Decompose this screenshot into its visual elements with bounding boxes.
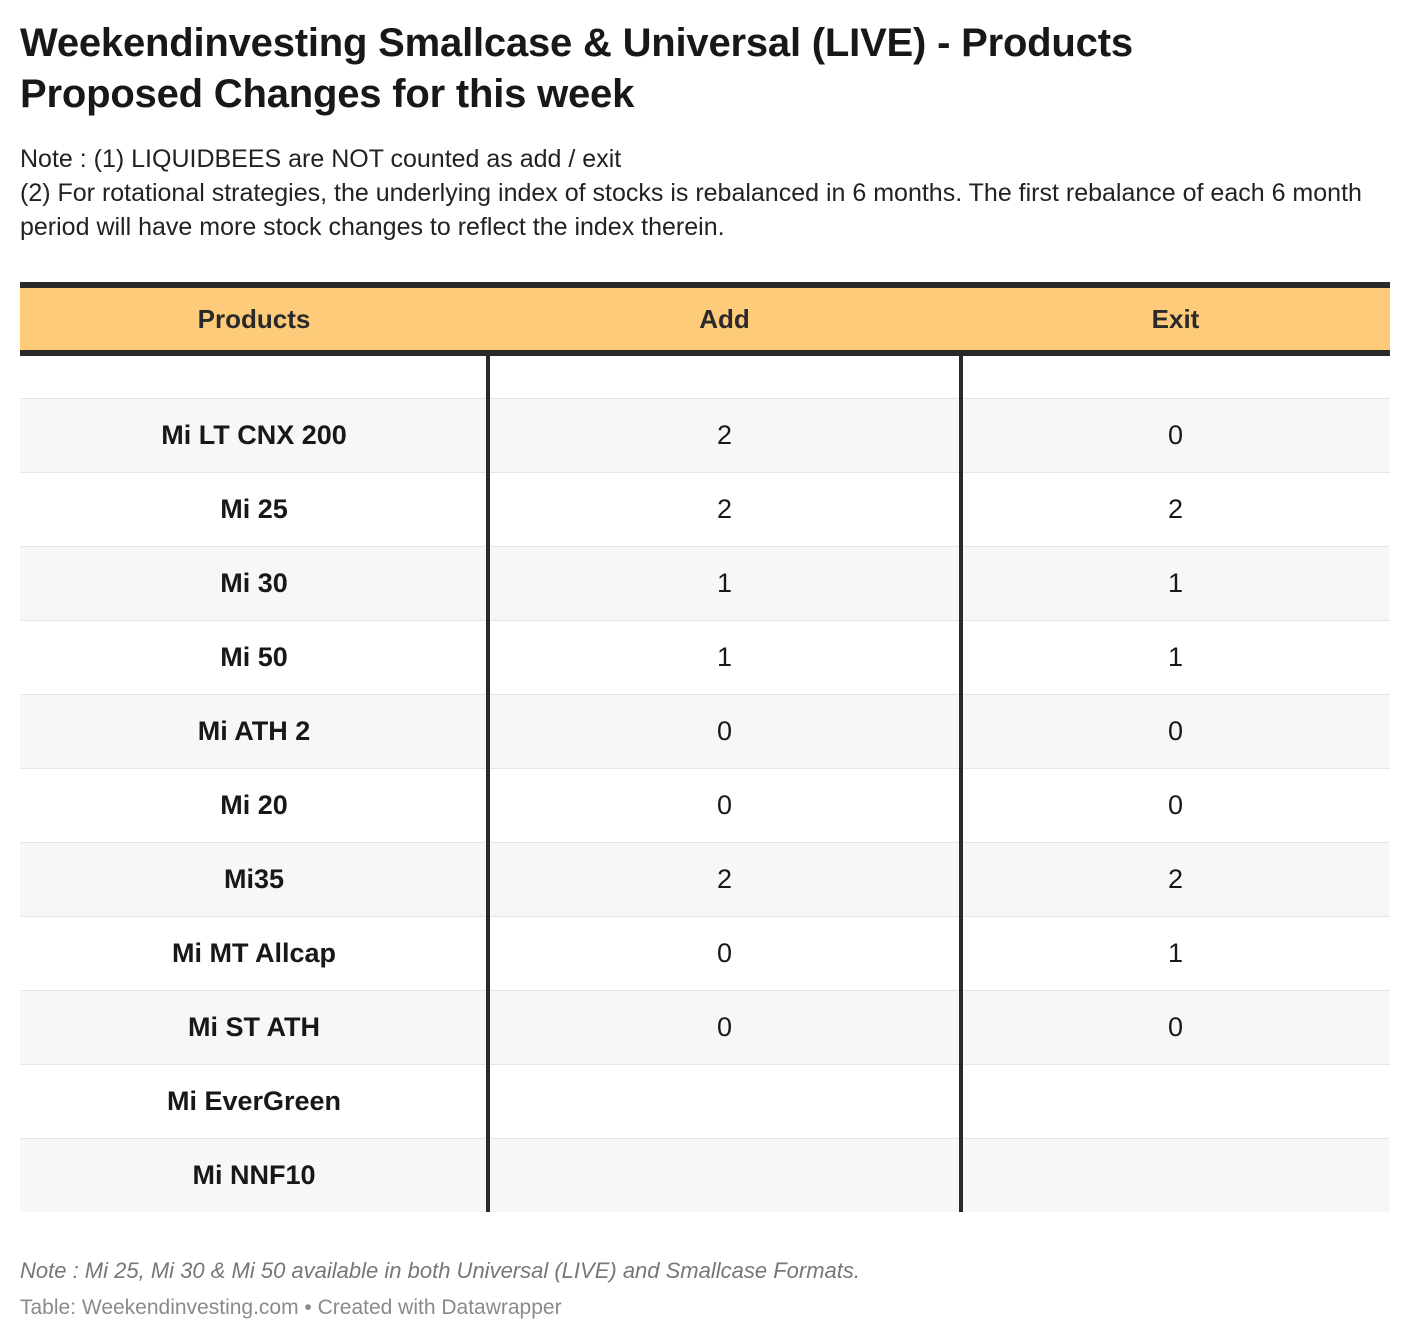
cell-product: Mi MT Allcap — [171, 938, 336, 968]
cell-product: Mi 30 — [220, 568, 288, 598]
cell-product: Mi 50 — [220, 642, 288, 672]
table-spacer-row — [20, 356, 1390, 399]
cell-add: 0 — [716, 1012, 733, 1042]
cell-exit: 0 — [1167, 1012, 1184, 1042]
cell-product: Mi 20 — [220, 790, 288, 820]
cell-product: Mi ST ATH — [188, 1012, 320, 1042]
cell-add: 1 — [716, 568, 733, 598]
cell-product: Mi ATH 2 — [197, 716, 311, 746]
cell-exit: 2 — [1167, 864, 1184, 894]
title-line-2: Proposed Changes for this week — [20, 72, 635, 116]
cell-add: 1 — [716, 642, 733, 672]
table-row: Mi ATH 2 0 0 — [20, 695, 1390, 769]
cell-product: Mi NNF10 — [192, 1160, 316, 1190]
cell-exit: 0 — [1167, 420, 1184, 450]
cell-exit: 1 — [1167, 642, 1184, 672]
products-table: Products Add Exit Mi LT CNX 200 2 0 Mi 25 2 2… — [20, 282, 1390, 1212]
footnote: Note : Mi 25, Mi 30 & Mi 50 available in… — [20, 1258, 861, 1283]
note-2: (2) For rotational strategies, the under… — [20, 179, 1362, 241]
column-divider-2 — [959, 356, 963, 1212]
cell-add: 2 — [716, 420, 733, 450]
table-row: Mi 50 1 1 — [20, 621, 1390, 695]
table-row: Mi ST ATH 0 0 — [20, 991, 1390, 1065]
note-1: Note : (1) LIQUIDBEES are NOT counted as… — [20, 145, 622, 173]
header-block: Weekendinvesting Smallcase & Universal (… — [20, 18, 1390, 244]
cell-exit: 1 — [1167, 938, 1184, 968]
cell-product: Mi EverGreen — [166, 1086, 342, 1116]
table-row: Mi LT CNX 200 2 0 — [20, 399, 1390, 473]
table-row: Mi NNF10 — [20, 1139, 1390, 1212]
cell-exit: 2 — [1167, 494, 1184, 524]
table-row: Mi 30 1 1 — [20, 547, 1390, 621]
cell-exit: 0 — [1167, 790, 1184, 820]
source-credit: Table: Weekendinvesting.com • Created wi… — [20, 1296, 562, 1319]
header-add[interactable]: Add — [699, 303, 750, 334]
cell-add: 0 — [716, 716, 733, 746]
table-row: Mi MT Allcap 0 1 — [20, 917, 1390, 991]
cell-product: Mi35 — [223, 864, 285, 894]
chart-title: Weekendinvesting Smallcase & Universal (… — [20, 18, 1390, 120]
cell-exit: 0 — [1167, 716, 1184, 746]
cell-add: 2 — [716, 864, 733, 894]
table-row: Mi35 2 2 — [20, 843, 1390, 917]
notes: Note : (1) LIQUIDBEES are NOT counted as… — [20, 142, 1390, 244]
header-products[interactable]: Products — [197, 303, 311, 334]
cell-add: 0 — [716, 790, 733, 820]
table-row: Mi 20 0 0 — [20, 769, 1390, 843]
table-body: Mi LT CNX 200 2 0 Mi 25 2 2 Mi 30 1 1 Mi 50 1 1 Mi A… — [20, 356, 1390, 1212]
table-header: Products Add Exit — [20, 282, 1390, 356]
cell-exit: 1 — [1167, 568, 1184, 598]
table-row: Mi 25 2 2 — [20, 473, 1390, 547]
header-exit[interactable]: Exit — [1151, 303, 1200, 334]
cell-add: 0 — [716, 938, 733, 968]
cell-add: 2 — [716, 494, 733, 524]
table-row: Mi EverGreen — [20, 1065, 1390, 1139]
title-line-1: Weekendinvesting Smallcase & Universal (… — [20, 21, 1133, 65]
cell-product: Mi 25 — [220, 494, 288, 524]
cell-product: Mi LT CNX 200 — [161, 420, 347, 450]
column-divider-1 — [486, 356, 490, 1212]
